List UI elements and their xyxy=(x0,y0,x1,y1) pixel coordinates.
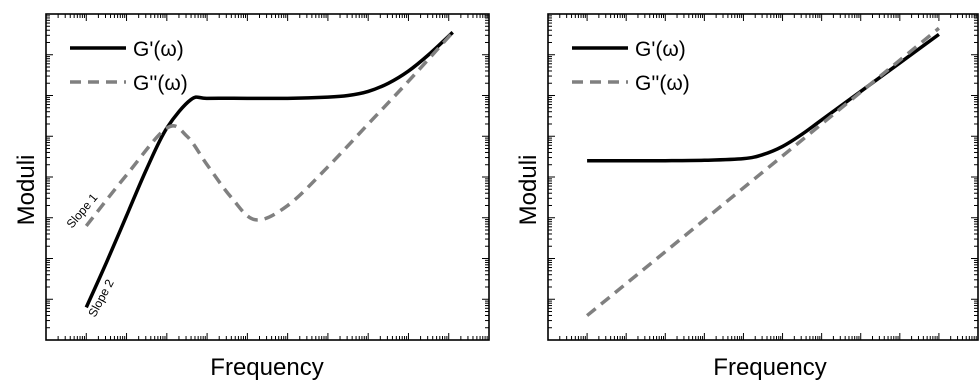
left-legend-gprime-label: G'(ω) xyxy=(133,38,184,61)
left-x-axis-label: Frequency xyxy=(210,354,323,380)
left-panel: Frequency Moduli G'(ω) G''(ω) Slope 1 Sl… xyxy=(13,13,490,380)
left-axis-ticks xyxy=(45,14,489,341)
g-prime-series-line xyxy=(587,32,940,163)
right-plot-frame xyxy=(547,13,979,341)
annotation-slope-1: Slope 1 xyxy=(64,191,101,231)
right-axis-ticks xyxy=(547,14,978,341)
right-x-axis-label: Frequency xyxy=(713,354,826,380)
right-legend: G'(ω) G''(ω) xyxy=(572,38,690,95)
right-legend-gdoubleprime-label: G''(ω) xyxy=(635,72,690,95)
g-double-prime-series-line xyxy=(84,31,455,227)
right-panel: Frequency Moduli G'(ω) G''(ω) xyxy=(515,13,979,380)
left-legend-gdoubleprime-label: G''(ω) xyxy=(133,72,188,95)
right-legend-gprime-label: G'(ω) xyxy=(635,38,686,61)
g-double-prime-series-line xyxy=(585,26,941,317)
right-curves xyxy=(585,26,941,317)
right-y-axis-label: Moduli xyxy=(515,155,542,226)
g-prime-series-line xyxy=(84,31,454,309)
left-y-axis-label: Moduli xyxy=(13,155,40,226)
left-legend: G'(ω) G''(ω) xyxy=(70,38,188,95)
left-curves xyxy=(84,31,455,309)
